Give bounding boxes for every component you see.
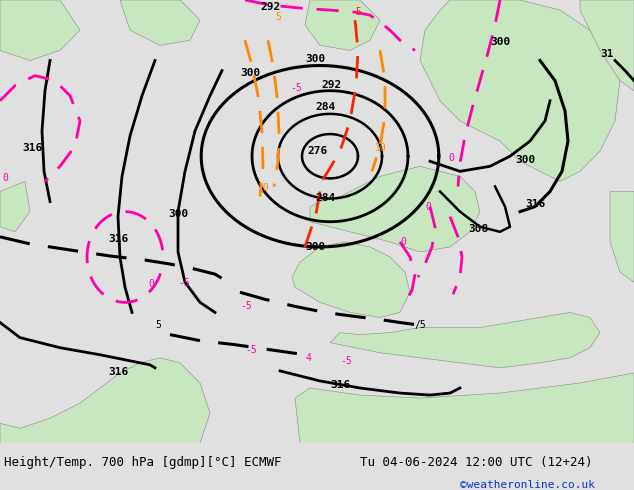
Text: -5: -5 bbox=[350, 7, 362, 17]
Polygon shape bbox=[420, 0, 620, 181]
Text: 300: 300 bbox=[240, 68, 260, 77]
Text: 300: 300 bbox=[490, 37, 510, 48]
Text: 316: 316 bbox=[108, 234, 128, 244]
Text: /5: /5 bbox=[415, 319, 427, 330]
Text: 316: 316 bbox=[525, 198, 545, 209]
Polygon shape bbox=[610, 192, 634, 282]
Text: Tu 04-06-2024 12:00 UTC (12+24): Tu 04-06-2024 12:00 UTC (12+24) bbox=[360, 456, 593, 468]
Text: 5: 5 bbox=[155, 319, 161, 330]
Text: 292: 292 bbox=[260, 2, 280, 12]
Text: 0: 0 bbox=[2, 173, 8, 183]
Polygon shape bbox=[305, 0, 380, 50]
Polygon shape bbox=[120, 0, 200, 46]
Polygon shape bbox=[295, 373, 634, 443]
Text: 300: 300 bbox=[305, 54, 325, 65]
Polygon shape bbox=[292, 242, 410, 318]
Polygon shape bbox=[580, 0, 634, 91]
Text: 10: 10 bbox=[375, 143, 387, 153]
Text: 31: 31 bbox=[600, 49, 614, 59]
Text: 308: 308 bbox=[468, 224, 488, 234]
Text: 0: 0 bbox=[425, 201, 431, 212]
Polygon shape bbox=[330, 313, 600, 368]
Text: 0: 0 bbox=[400, 237, 406, 247]
Text: -5: -5 bbox=[290, 83, 302, 93]
Text: 292: 292 bbox=[322, 80, 342, 90]
Text: -5: -5 bbox=[245, 345, 257, 355]
Text: 316: 316 bbox=[22, 143, 42, 153]
Polygon shape bbox=[0, 181, 30, 232]
Text: 300: 300 bbox=[168, 209, 188, 219]
Text: 4: 4 bbox=[305, 353, 311, 363]
Text: -5: -5 bbox=[240, 301, 252, 312]
Text: 5: 5 bbox=[275, 12, 281, 22]
Polygon shape bbox=[0, 0, 80, 60]
Text: 0: 0 bbox=[148, 279, 154, 289]
Text: 0: 0 bbox=[448, 153, 454, 163]
Text: -5: -5 bbox=[340, 356, 352, 366]
Text: ©weatheronline.co.uk: ©weatheronline.co.uk bbox=[460, 480, 595, 490]
Text: 284: 284 bbox=[315, 102, 335, 112]
Text: 316: 316 bbox=[108, 367, 128, 377]
Text: Height/Temp. 700 hPa [gdmp][°C] ECMWF: Height/Temp. 700 hPa [gdmp][°C] ECMWF bbox=[4, 456, 281, 468]
Polygon shape bbox=[0, 358, 210, 443]
Text: 316: 316 bbox=[330, 380, 350, 390]
Text: 300: 300 bbox=[305, 242, 325, 252]
Text: 300: 300 bbox=[515, 155, 535, 165]
Text: 276: 276 bbox=[308, 146, 328, 156]
Polygon shape bbox=[310, 166, 480, 252]
Text: 284: 284 bbox=[315, 193, 335, 202]
Text: 10: 10 bbox=[258, 183, 269, 194]
Text: -5: -5 bbox=[178, 278, 190, 288]
